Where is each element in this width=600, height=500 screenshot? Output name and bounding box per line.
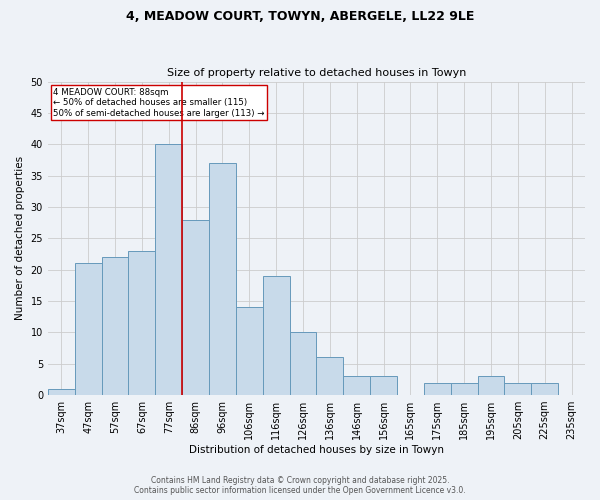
Bar <box>101 257 128 395</box>
Bar <box>48 389 75 395</box>
Bar <box>451 382 478 395</box>
Bar <box>128 251 155 395</box>
Bar <box>316 358 343 395</box>
Title: Size of property relative to detached houses in Towyn: Size of property relative to detached ho… <box>167 68 466 78</box>
Bar <box>155 144 182 395</box>
Bar <box>236 308 263 395</box>
Bar <box>370 376 397 395</box>
Text: Contains HM Land Registry data © Crown copyright and database right 2025.
Contai: Contains HM Land Registry data © Crown c… <box>134 476 466 495</box>
Y-axis label: Number of detached properties: Number of detached properties <box>15 156 25 320</box>
Bar <box>505 382 531 395</box>
Bar <box>290 332 316 395</box>
Bar <box>531 382 558 395</box>
Bar <box>343 376 370 395</box>
Bar <box>424 382 451 395</box>
Bar <box>263 276 290 395</box>
Bar <box>75 264 101 395</box>
X-axis label: Distribution of detached houses by size in Towyn: Distribution of detached houses by size … <box>189 445 444 455</box>
Text: 4, MEADOW COURT, TOWYN, ABERGELE, LL22 9LE: 4, MEADOW COURT, TOWYN, ABERGELE, LL22 9… <box>126 10 474 23</box>
Bar <box>209 163 236 395</box>
Bar <box>182 220 209 395</box>
Text: 4 MEADOW COURT: 88sqm
← 50% of detached houses are smaller (115)
50% of semi-det: 4 MEADOW COURT: 88sqm ← 50% of detached … <box>53 88 265 118</box>
Bar <box>478 376 505 395</box>
